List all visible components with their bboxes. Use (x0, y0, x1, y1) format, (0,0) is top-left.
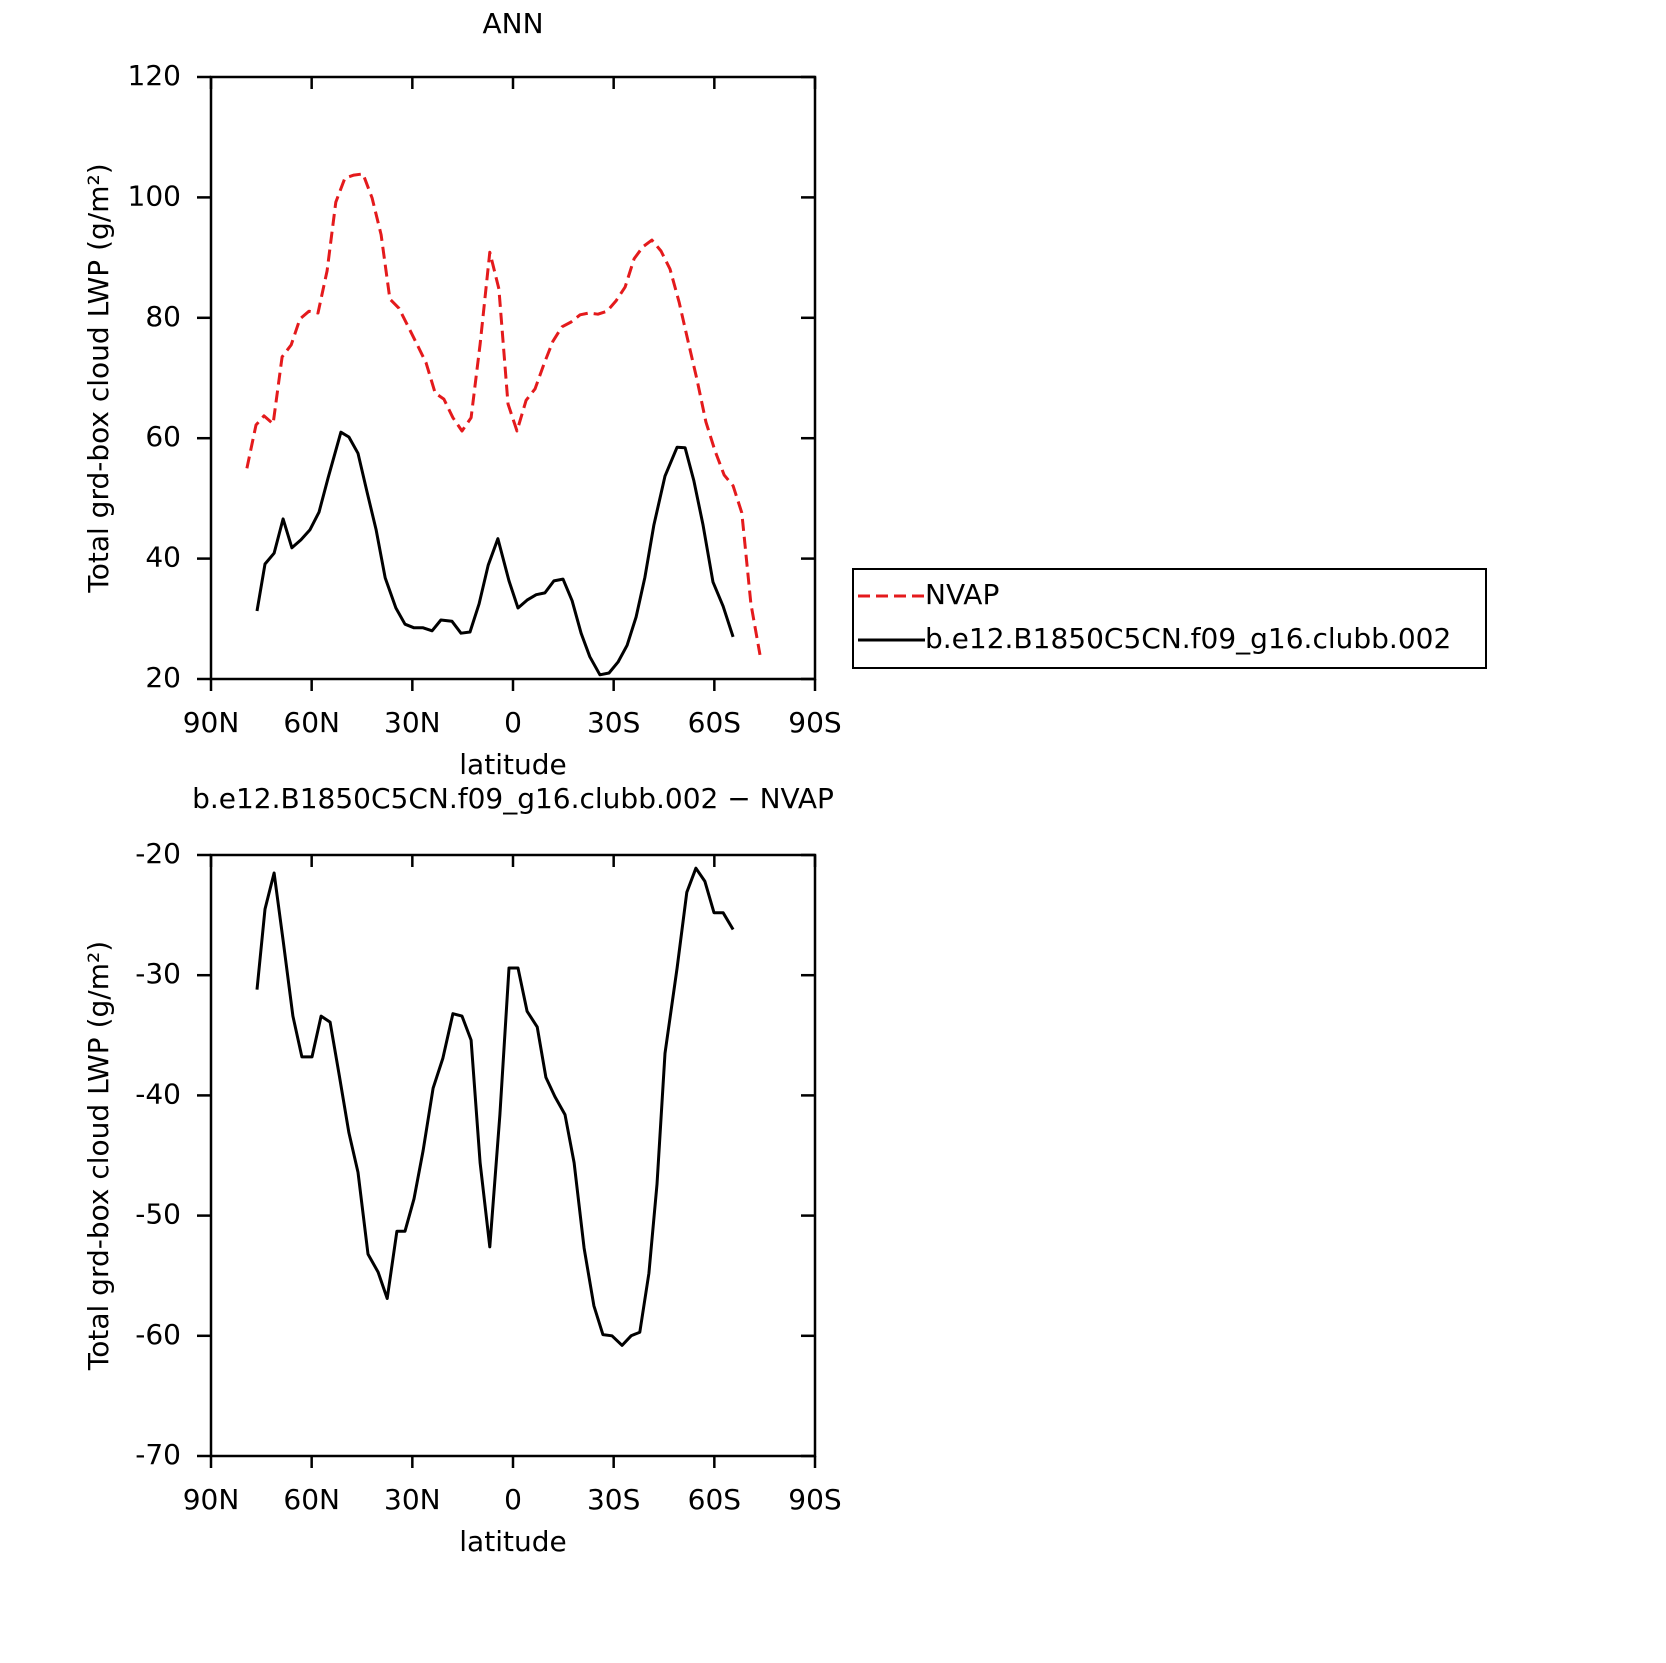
legend-box (852, 568, 1487, 669)
y-tick-label: -30 (135, 957, 181, 990)
y-tick-label: 80 (145, 300, 181, 333)
data-line (245, 172, 762, 656)
legend-label: b.e12.B1850C5CN.f09_g16.clubb.002 (925, 622, 1451, 655)
x-tick-label: 30N (384, 1483, 441, 1516)
x-tick-label: 90N (183, 1483, 240, 1516)
x-tick-label: 60N (283, 706, 340, 739)
x-tick-label: 30S (587, 1483, 640, 1516)
x-axis-label: latitude (459, 1525, 566, 1558)
y-tick-label: 120 (128, 59, 181, 92)
data-line (255, 430, 735, 677)
x-tick-label: 90N (183, 706, 240, 739)
x-tick-label: 0 (504, 706, 522, 739)
y-tick-label: 20 (145, 661, 181, 694)
y-tick-label: -70 (135, 1438, 181, 1471)
x-tick-label: 60N (283, 1483, 340, 1516)
x-tick-label: 0 (504, 1483, 522, 1516)
data-line (255, 866, 735, 1347)
chart-title: b.e12.B1850C5CN.f09_g16.clubb.002 − NVAP (192, 782, 834, 815)
x-axis-label: latitude (459, 748, 566, 781)
y-tick-label: -20 (135, 837, 181, 870)
chart-title: ANN (482, 7, 543, 40)
x-tick-label: 30S (587, 706, 640, 739)
y-axis-label: Total grd-box cloud LWP (g/m²) (82, 163, 115, 593)
x-tick-label: 60S (688, 706, 741, 739)
x-tick-label: 30N (384, 706, 441, 739)
x-tick-label: 60S (688, 1483, 741, 1516)
y-tick-label: 100 (128, 179, 181, 212)
y-tick-label: -50 (135, 1198, 181, 1231)
x-tick-label: 90S (788, 706, 841, 739)
y-tick-label: -60 (135, 1318, 181, 1351)
plot-frame (209, 853, 817, 1458)
x-tick-label: 90S (788, 1483, 841, 1516)
legend-label: NVAP (925, 578, 999, 611)
y-tick-label: 60 (145, 420, 181, 453)
y-tick-label: -40 (135, 1077, 181, 1110)
y-tick-label: 40 (145, 541, 181, 574)
y-axis-label: Total grd-box cloud LWP (g/m²) (82, 941, 115, 1371)
